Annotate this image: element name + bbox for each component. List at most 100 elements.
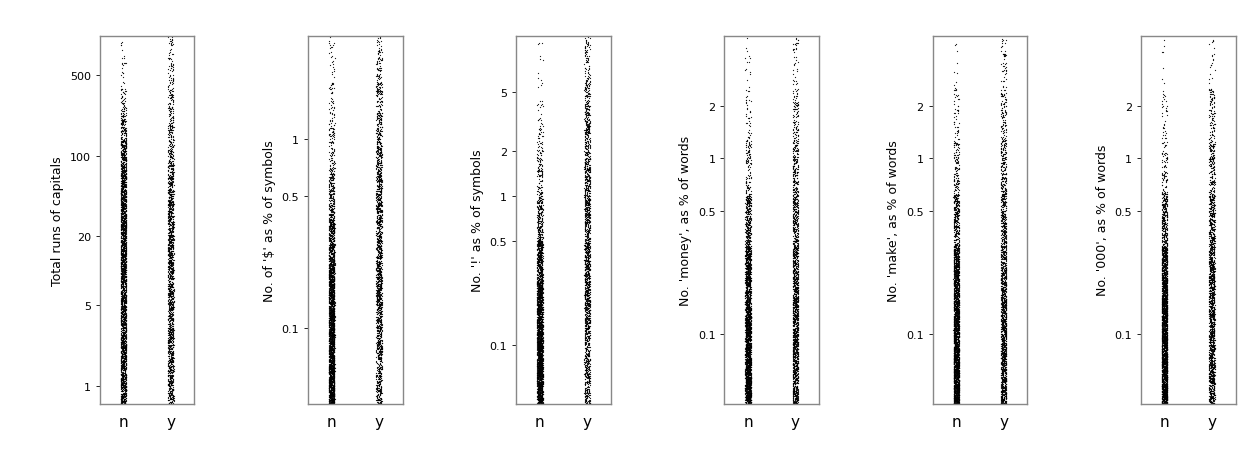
Point bbox=[784, 214, 804, 222]
Point bbox=[738, 283, 758, 290]
Point bbox=[946, 220, 966, 228]
Point bbox=[323, 386, 343, 393]
Point bbox=[111, 118, 131, 125]
Point bbox=[369, 90, 389, 97]
Point bbox=[162, 77, 182, 84]
Point bbox=[947, 360, 967, 368]
Point bbox=[1201, 325, 1221, 333]
Point bbox=[943, 331, 963, 339]
Point bbox=[321, 228, 341, 235]
Point bbox=[114, 256, 134, 263]
Point bbox=[739, 313, 759, 320]
Point bbox=[112, 165, 132, 172]
Point bbox=[319, 356, 339, 363]
Point bbox=[736, 217, 756, 224]
Point bbox=[575, 206, 595, 213]
Point bbox=[114, 227, 134, 234]
Point bbox=[322, 313, 342, 321]
Point bbox=[319, 292, 339, 300]
Point bbox=[530, 365, 550, 372]
Point bbox=[738, 335, 758, 342]
Point bbox=[995, 286, 1015, 293]
Point bbox=[946, 140, 966, 147]
Point bbox=[947, 385, 967, 392]
Point bbox=[1156, 400, 1176, 407]
Point bbox=[578, 257, 598, 265]
Point bbox=[787, 288, 807, 296]
Point bbox=[1157, 368, 1177, 375]
Point bbox=[1153, 276, 1173, 284]
Point bbox=[116, 343, 136, 351]
Point bbox=[530, 364, 550, 372]
Point bbox=[532, 368, 552, 375]
Point bbox=[947, 213, 967, 220]
Point bbox=[528, 271, 548, 279]
Point bbox=[529, 327, 549, 335]
Point bbox=[577, 329, 597, 336]
Point bbox=[529, 301, 549, 308]
Point bbox=[528, 157, 548, 165]
Point bbox=[114, 199, 134, 207]
Point bbox=[1202, 288, 1222, 295]
Point bbox=[367, 293, 387, 301]
Point bbox=[160, 326, 180, 333]
Point bbox=[114, 389, 134, 397]
Point bbox=[1154, 279, 1174, 286]
Point bbox=[577, 204, 597, 211]
Point bbox=[533, 370, 553, 378]
Point bbox=[323, 266, 343, 274]
Point bbox=[735, 323, 755, 330]
Point bbox=[740, 250, 760, 257]
Point bbox=[738, 392, 758, 400]
Point bbox=[162, 250, 182, 257]
Point bbox=[947, 165, 967, 172]
Point bbox=[112, 104, 132, 112]
Point bbox=[324, 355, 344, 362]
Point bbox=[946, 361, 966, 369]
Point bbox=[739, 318, 759, 325]
Point bbox=[369, 178, 389, 185]
Point bbox=[738, 275, 758, 283]
Point bbox=[992, 202, 1012, 209]
Point bbox=[111, 169, 131, 177]
Point bbox=[577, 217, 597, 224]
Point bbox=[739, 244, 759, 251]
Point bbox=[786, 220, 806, 227]
Point bbox=[995, 92, 1015, 99]
Point bbox=[1156, 399, 1176, 406]
Point bbox=[996, 315, 1016, 323]
Point bbox=[945, 293, 965, 301]
Point bbox=[111, 256, 131, 263]
Point bbox=[784, 129, 804, 136]
Point bbox=[741, 98, 761, 106]
Point bbox=[158, 267, 178, 274]
Point bbox=[1199, 213, 1219, 220]
Point bbox=[532, 222, 552, 230]
Point bbox=[528, 328, 548, 335]
Point bbox=[1152, 282, 1172, 290]
Point bbox=[738, 306, 758, 313]
Point bbox=[579, 269, 599, 276]
Point bbox=[947, 386, 967, 394]
Point bbox=[739, 387, 759, 394]
Point bbox=[115, 247, 135, 255]
Point bbox=[740, 335, 760, 342]
Point bbox=[1154, 269, 1174, 276]
Point bbox=[319, 338, 339, 345]
Point bbox=[1201, 327, 1221, 334]
Point bbox=[114, 230, 134, 237]
Point bbox=[319, 315, 339, 323]
Point bbox=[579, 197, 599, 204]
Point bbox=[787, 326, 807, 334]
Point bbox=[1153, 359, 1173, 366]
Point bbox=[115, 352, 135, 359]
Point bbox=[369, 190, 389, 198]
Point bbox=[321, 203, 341, 210]
Point bbox=[950, 136, 970, 143]
Point bbox=[993, 368, 1013, 375]
Point bbox=[574, 291, 594, 298]
Point bbox=[575, 245, 595, 252]
Point bbox=[323, 330, 343, 338]
Point bbox=[782, 334, 802, 341]
Point bbox=[1201, 338, 1221, 346]
